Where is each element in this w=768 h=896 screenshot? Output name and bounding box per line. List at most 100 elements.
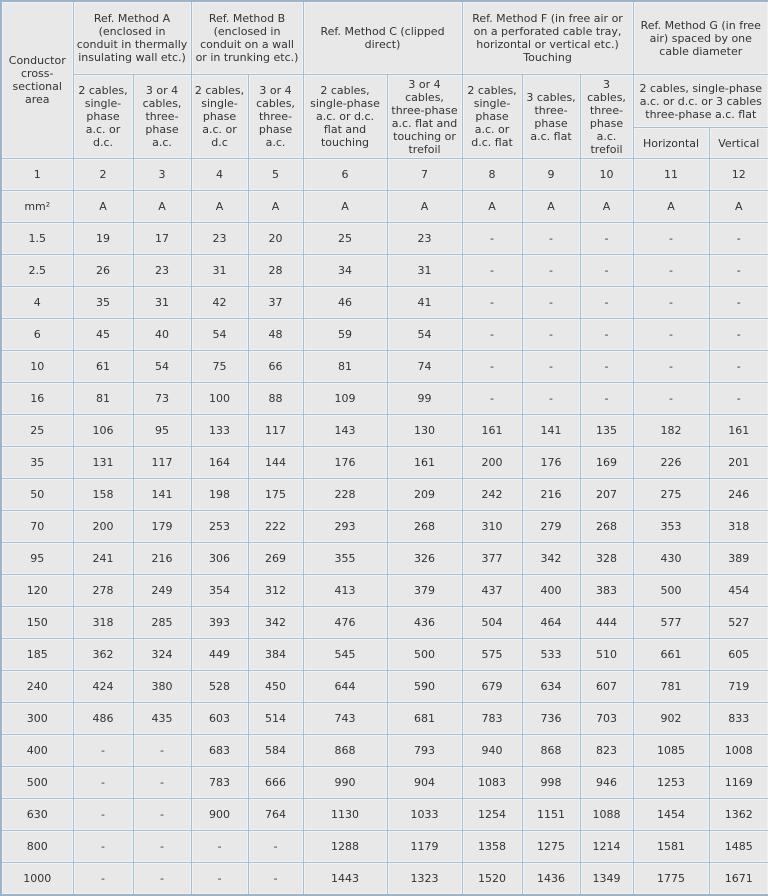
rating-value-cell: 35 bbox=[72, 286, 134, 319]
rating-value-cell: 514 bbox=[247, 702, 304, 735]
rating-value-cell: 200 bbox=[461, 446, 523, 479]
rating-value-cell: - bbox=[521, 286, 581, 319]
rating-value-cell: 175 bbox=[247, 478, 304, 511]
rating-value-cell: - bbox=[579, 350, 634, 383]
row-label-cell: 1000 bbox=[0, 862, 74, 896]
rating-value-cell: 31 bbox=[386, 254, 463, 287]
rating-value-cell: 384 bbox=[247, 638, 304, 671]
unit-cell: A bbox=[708, 190, 768, 223]
table-row: 6 45 40 54 48 59 54- - - - - bbox=[0, 318, 768, 351]
rating-value-cell: - bbox=[190, 862, 249, 896]
row-label-cell: 35 bbox=[0, 446, 74, 479]
rating-value-cell: - bbox=[521, 350, 581, 383]
subheader-a-2cables: 2 cables, single-phase a.c. or d.c. bbox=[72, 74, 134, 159]
rating-value-cell: 1485 bbox=[708, 830, 768, 863]
rating-value-cell: 73 bbox=[132, 382, 192, 415]
rating-value-cell: - bbox=[521, 318, 581, 351]
rating-value-cell: 228 bbox=[302, 478, 388, 511]
rating-value-cell: 275 bbox=[632, 478, 710, 511]
subheader-g-description: 2 cables, single-phase a.c. or d.c. or 3… bbox=[632, 74, 768, 128]
rating-value-cell: - bbox=[632, 382, 710, 415]
rating-value-cell: 88 bbox=[247, 382, 304, 415]
rating-value-cell: - bbox=[708, 286, 768, 319]
rating-value-cell: 26 bbox=[72, 254, 134, 287]
rating-value-cell: 61 bbox=[72, 350, 134, 383]
rating-value-cell: 940 bbox=[461, 734, 523, 767]
subheader-c-2cables: 2 cables, single-phase a.c. or d.c. flat… bbox=[302, 74, 388, 159]
rating-value-cell: 1275 bbox=[521, 830, 581, 863]
rating-value-cell: 241 bbox=[72, 542, 134, 575]
rating-value-cell: 545 bbox=[302, 638, 388, 671]
corner-header-conductor-area: Conductor cross-sectional area bbox=[0, 0, 74, 159]
rating-value-cell: 200 bbox=[72, 510, 134, 543]
rating-value-cell: 54 bbox=[386, 318, 463, 351]
rating-value-cell: 133 bbox=[190, 414, 249, 447]
rating-value-cell: 306 bbox=[190, 542, 249, 575]
rating-value-cell: 268 bbox=[579, 510, 634, 543]
rating-value-cell: - bbox=[632, 222, 710, 255]
rating-value-cell: 34 bbox=[302, 254, 388, 287]
rating-value-cell: 23 bbox=[190, 222, 249, 255]
rating-value-cell: 1179 bbox=[386, 830, 463, 863]
rating-value-cell: 20 bbox=[247, 222, 304, 255]
rating-value-cell: 249 bbox=[132, 574, 192, 607]
rating-value-cell: 176 bbox=[302, 446, 388, 479]
rating-value-cell: 328 bbox=[579, 542, 634, 575]
subheader-b-3or4cables: 3 or 4 cables, three-phase a.c. bbox=[247, 74, 304, 159]
unit-cell: A bbox=[386, 190, 463, 223]
table-row: 120 278 249 354 312 413 379 437 400 383 500 454 bbox=[0, 574, 768, 607]
rating-value-cell: 1520 bbox=[461, 862, 523, 896]
rating-value-cell: - bbox=[190, 830, 249, 863]
rating-value-cell: 575 bbox=[461, 638, 523, 671]
rating-value-cell: 81 bbox=[72, 382, 134, 415]
rating-value-cell: - bbox=[579, 318, 634, 351]
rating-value-cell: 278 bbox=[72, 574, 134, 607]
table-row: 70 200 179 253 222 293 268 310 279 268 353 318 bbox=[0, 510, 768, 543]
rating-value-cell: 318 bbox=[708, 510, 768, 543]
column-number-cell: 6 bbox=[302, 158, 388, 191]
column-number-cell: 10 bbox=[579, 158, 634, 191]
rating-value-cell: 176 bbox=[521, 446, 581, 479]
row-label-cell: 300 bbox=[0, 702, 74, 735]
rating-value-cell: 106 bbox=[72, 414, 134, 447]
rating-value-cell: - bbox=[708, 222, 768, 255]
rating-value-cell: - bbox=[247, 830, 304, 863]
row-label-cell: 25 bbox=[0, 414, 74, 447]
rating-value-cell: 634 bbox=[521, 670, 581, 703]
subheader-f-3cables-trefoil: 3 cables, three-phase a.c. trefoil bbox=[579, 74, 634, 159]
rating-value-cell: 141 bbox=[521, 414, 581, 447]
rating-value-cell: 293 bbox=[302, 510, 388, 543]
table-row: 35 131 117 164 144 176 161 200 176 169 226 201 bbox=[0, 446, 768, 479]
rating-value-cell: 246 bbox=[708, 478, 768, 511]
table-row: 16 81 73 100 88 109 99- - - - - bbox=[0, 382, 768, 415]
rating-value-cell: - bbox=[461, 382, 523, 415]
unit-cell: mm² bbox=[0, 190, 74, 223]
row-label-cell: 2.5 bbox=[0, 254, 74, 287]
table-row: 1000- - - -1443 1323 1520 1436 1349 1775 1671 bbox=[0, 862, 768, 896]
rating-value-cell: 383 bbox=[579, 574, 634, 607]
rating-value-cell: 164 bbox=[190, 446, 249, 479]
rating-value-cell: 590 bbox=[386, 670, 463, 703]
rating-value-cell: 444 bbox=[579, 606, 634, 639]
rating-value-cell: - bbox=[521, 222, 581, 255]
rating-value-cell: - bbox=[72, 862, 134, 896]
rating-value-cell: 23 bbox=[132, 254, 192, 287]
rating-value-cell: 1671 bbox=[708, 862, 768, 896]
rating-value-cell: 216 bbox=[521, 478, 581, 511]
rating-value-cell: 100 bbox=[190, 382, 249, 415]
rating-value-cell: 209 bbox=[386, 478, 463, 511]
rating-value-cell: 605 bbox=[708, 638, 768, 671]
rating-value-cell: 449 bbox=[190, 638, 249, 671]
unit-cell: A bbox=[302, 190, 388, 223]
column-number-cell: 4 bbox=[190, 158, 249, 191]
table-row: 400- -683 584 868 793 940 868 823 1085 1008 bbox=[0, 734, 768, 767]
column-number-cell: 7 bbox=[386, 158, 463, 191]
row-label-cell: 95 bbox=[0, 542, 74, 575]
rating-value-cell: 81 bbox=[302, 350, 388, 383]
unit-cell: A bbox=[190, 190, 249, 223]
table-row: 500- -783 666 990 904 1083 998 946 1253 1169 bbox=[0, 766, 768, 799]
rating-value-cell: 389 bbox=[708, 542, 768, 575]
rating-value-cell: 143 bbox=[302, 414, 388, 447]
subheader-f-2cables: 2 cables, single-phase a.c. or d.c. flat bbox=[461, 74, 523, 159]
rating-value-cell: 268 bbox=[386, 510, 463, 543]
